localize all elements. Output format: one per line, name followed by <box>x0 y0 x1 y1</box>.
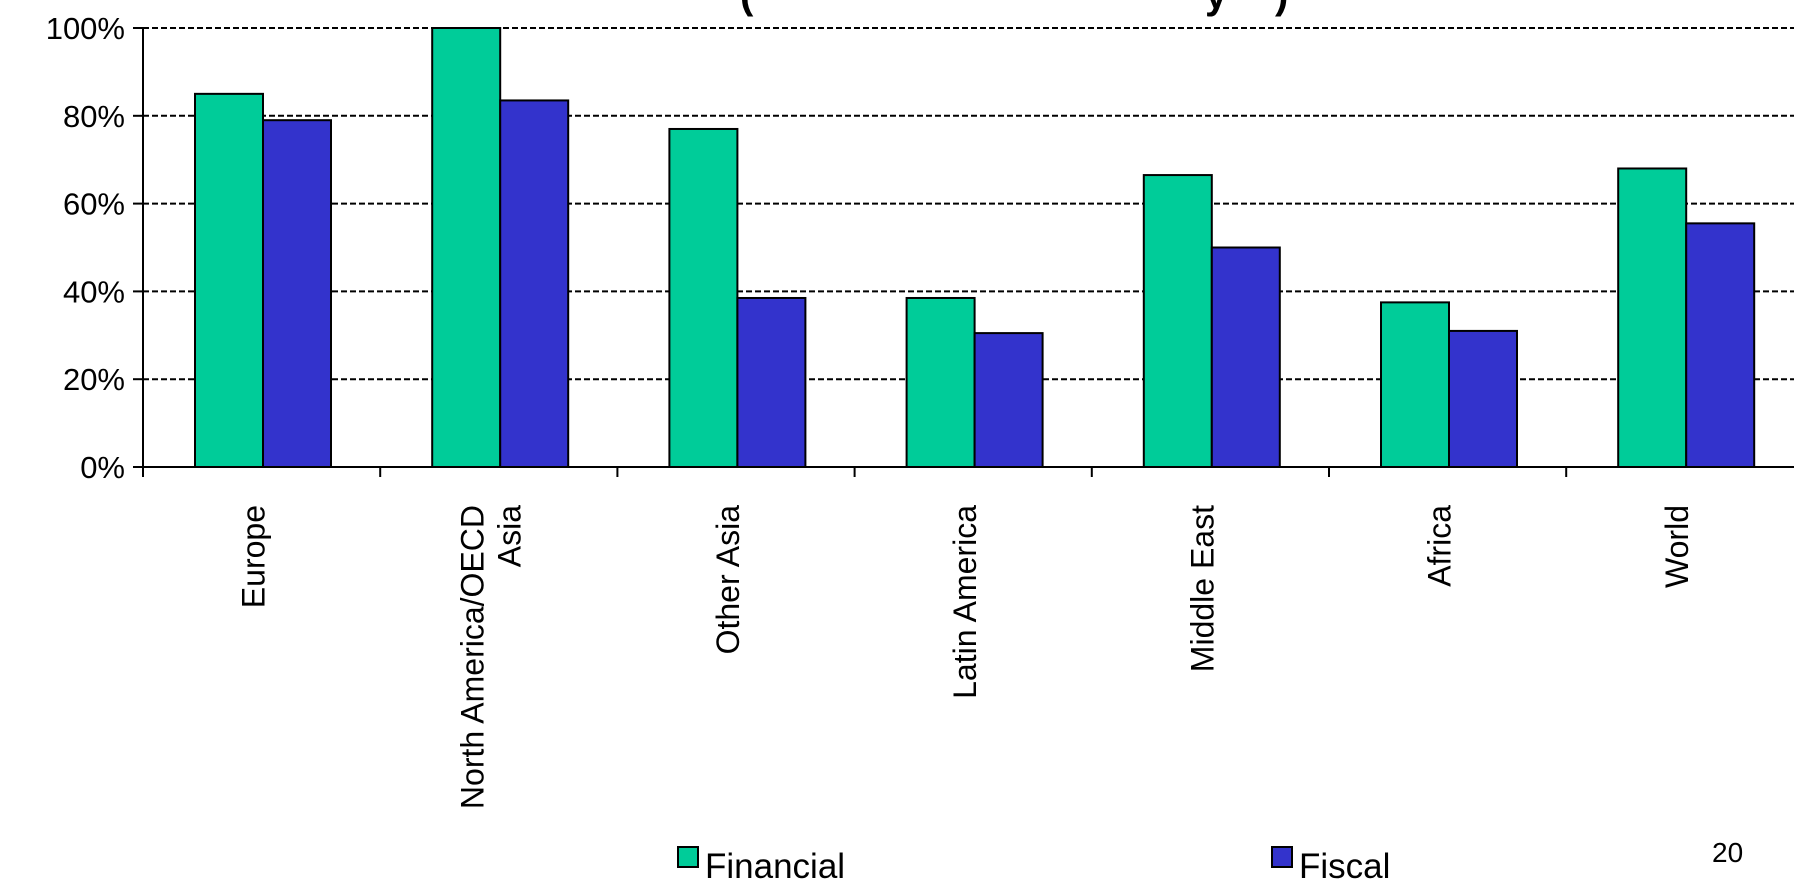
bar-financial-3 <box>905 296 976 468</box>
x-category-label: World <box>1659 505 1695 588</box>
x-category-label: Europe <box>236 505 272 608</box>
title-close-paren: ) <box>1275 0 1288 17</box>
bar-financial-2 <box>668 127 739 468</box>
chart-title-fragment: ( y ) <box>740 0 1288 17</box>
x-category-labels: Europe North America/OECD Asia Other Asia La… <box>236 505 1695 809</box>
legend-label-financial: Financial <box>705 847 845 886</box>
y-tick-label: 100% <box>46 11 125 46</box>
x-category-label: Africa <box>1422 505 1458 587</box>
title-letter-y: y <box>1205 0 1228 17</box>
y-tick-label: 80% <box>63 99 125 134</box>
bar-fiscal-2 <box>736 296 807 468</box>
legend-swatch-fiscal <box>1271 846 1293 868</box>
x-category-label: Latin America <box>947 505 983 699</box>
y-tick-label: 60% <box>63 187 125 222</box>
bar-fiscal-3 <box>973 332 1044 469</box>
bar-fiscal-4 <box>1210 246 1281 468</box>
bar-fiscal-1 <box>499 99 570 468</box>
x-category-label: Middle East <box>1184 505 1220 672</box>
bar-fiscal-6 <box>1685 222 1756 468</box>
bar-fiscal-5 <box>1448 329 1518 468</box>
page-number: 20 <box>1712 837 1743 868</box>
title-open-paren: ( <box>740 0 754 17</box>
legend: Financial Fiscal <box>677 846 1390 886</box>
bar-financial-5 <box>1380 301 1450 468</box>
bar-financial-0 <box>194 92 264 468</box>
legend-label-fiscal: Fiscal <box>1299 847 1390 886</box>
bars <box>194 27 1756 469</box>
y-tick-label: 40% <box>63 274 125 309</box>
bar-fiscal-0 <box>262 119 332 468</box>
y-tick-label: 20% <box>63 362 125 397</box>
bar-financial-6 <box>1617 167 1688 468</box>
x-category-label: North America/OECD <box>454 505 490 809</box>
axes <box>133 27 1794 477</box>
bar-financial-4 <box>1142 174 1213 468</box>
bar-financial-1 <box>431 27 502 468</box>
grid-lines <box>143 27 1794 381</box>
x-category-label: Other Asia <box>710 505 746 655</box>
y-tick-label: 0% <box>80 450 125 485</box>
y-tick-labels: 0% 20% 40% 60% 80% 100% <box>46 11 125 485</box>
legend-swatch-financial <box>677 846 699 868</box>
x-category-label: Asia <box>491 505 527 567</box>
